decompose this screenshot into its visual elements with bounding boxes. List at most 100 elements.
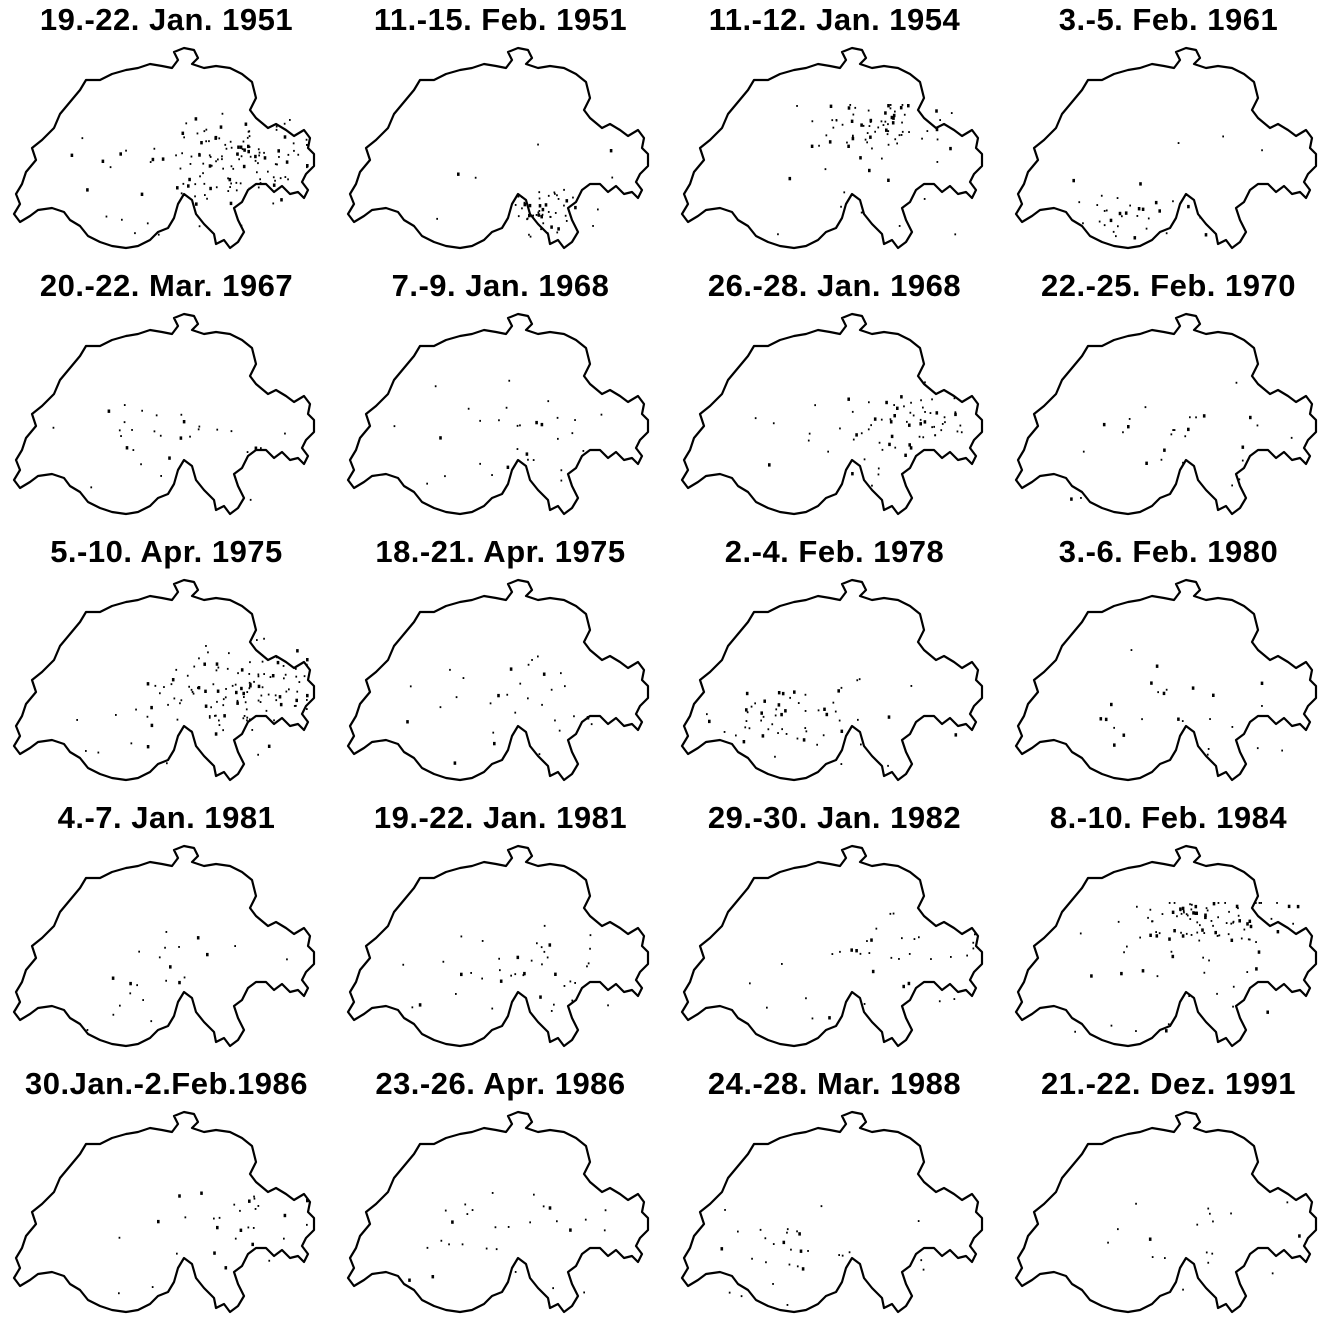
panel-title: 19.-22. Jan. 1951: [39, 2, 294, 37]
event-dot: [832, 126, 835, 129]
event-dot: [768, 463, 771, 467]
event-dot: [848, 1251, 851, 1254]
event-dot: [745, 708, 748, 712]
event-dot: [119, 152, 122, 156]
event-dot: [1180, 931, 1182, 934]
event-dot: [782, 1240, 786, 1245]
event-dot: [142, 999, 144, 1001]
event-dot: [1171, 910, 1175, 914]
event-dot: [537, 655, 539, 658]
event-dot: [535, 420, 538, 425]
event-dot: [234, 683, 237, 686]
panel-title: 19.-22. Jan. 1981: [373, 800, 628, 835]
event-dot: [1276, 902, 1278, 904]
event-dot: [538, 191, 541, 194]
event-dot: [505, 406, 508, 409]
event-dot: [86, 188, 89, 192]
event-dot: [894, 446, 897, 449]
event-dot: [293, 705, 296, 707]
event-dot: [170, 683, 173, 686]
event-dot: [140, 192, 144, 196]
event-dot: [198, 657, 200, 660]
event-dot: [912, 414, 915, 417]
event-dot: [834, 710, 837, 713]
event-dot: [479, 462, 481, 465]
event-dot: [248, 673, 251, 675]
event-dot: [521, 207, 523, 210]
event-dot: [234, 945, 236, 947]
event-dot: [590, 723, 593, 726]
event-dot: [1115, 235, 1117, 238]
map-panel: 26.-28. Jan. 1968: [668, 266, 1001, 530]
event-dot: [101, 159, 105, 163]
event-dot: [933, 425, 935, 428]
event-dot: [239, 1228, 243, 1232]
event-dot: [846, 141, 848, 144]
map-panel: 30.Jan.-2.Feb.1986: [0, 1064, 333, 1328]
event-dot: [210, 164, 213, 167]
event-dot: [1261, 149, 1263, 152]
event-dot: [908, 131, 910, 133]
event-dot: [1194, 904, 1198, 909]
event-dot: [745, 720, 748, 722]
switzerland-map: [12, 312, 316, 516]
event-dot: [179, 702, 181, 705]
event-dot: [175, 668, 178, 671]
event-dot: [426, 1246, 429, 1249]
event-dot: [243, 715, 246, 717]
event-dot: [176, 186, 179, 190]
map-panel: 20.-22. Mar. 1967: [0, 266, 333, 530]
event-dot: [288, 688, 290, 691]
event-dot: [807, 1250, 809, 1252]
event-dot: [751, 1257, 753, 1260]
event-dot: [917, 1220, 920, 1222]
event-dot: [491, 1007, 494, 1010]
switzerland-map: [346, 312, 650, 516]
event-dot: [146, 745, 150, 749]
event-dot: [706, 713, 708, 716]
event-dot: [519, 682, 522, 685]
event-dot: [198, 425, 201, 428]
event-dot: [179, 167, 182, 170]
event-dot: [828, 140, 832, 144]
event-dot: [271, 674, 275, 678]
event-dot: [306, 658, 309, 662]
event-dot: [929, 412, 932, 414]
event-dot: [901, 104, 904, 106]
event-dot: [176, 718, 179, 721]
event-dot: [1096, 204, 1099, 206]
event-dot: [586, 716, 590, 720]
event-dot: [261, 660, 264, 663]
event-dot: [189, 435, 191, 438]
event-dot: [885, 128, 888, 132]
event-dot: [118, 1292, 120, 1295]
event-dot: [1260, 902, 1262, 904]
event-dot: [892, 912, 895, 915]
switzerland-map: [680, 578, 984, 782]
panel-title: 11.-12. Jan. 1954: [708, 2, 961, 37]
event-dot: [254, 446, 258, 450]
event-dot: [248, 187, 251, 190]
event-dot: [907, 981, 911, 986]
event-dot: [805, 730, 808, 733]
event-dot: [913, 938, 916, 940]
event-dot: [279, 177, 282, 180]
event-dot: [283, 1237, 285, 1240]
event-dot: [918, 936, 920, 939]
event-dot: [603, 1229, 606, 1232]
event-dot: [1261, 705, 1263, 707]
event-dot: [197, 687, 199, 689]
event-dot: [216, 700, 218, 703]
event-dot: [805, 997, 807, 1000]
event-dot: [76, 719, 78, 721]
event-dot: [888, 442, 891, 447]
event-dot: [924, 411, 926, 413]
event-dot: [866, 940, 868, 942]
event-dot: [542, 222, 545, 225]
event-dot: [569, 980, 572, 983]
event-dot: [1224, 902, 1226, 904]
event-dot: [180, 192, 183, 195]
event-dot: [272, 202, 275, 205]
event-dot: [1208, 959, 1210, 962]
event-dot: [393, 425, 396, 428]
